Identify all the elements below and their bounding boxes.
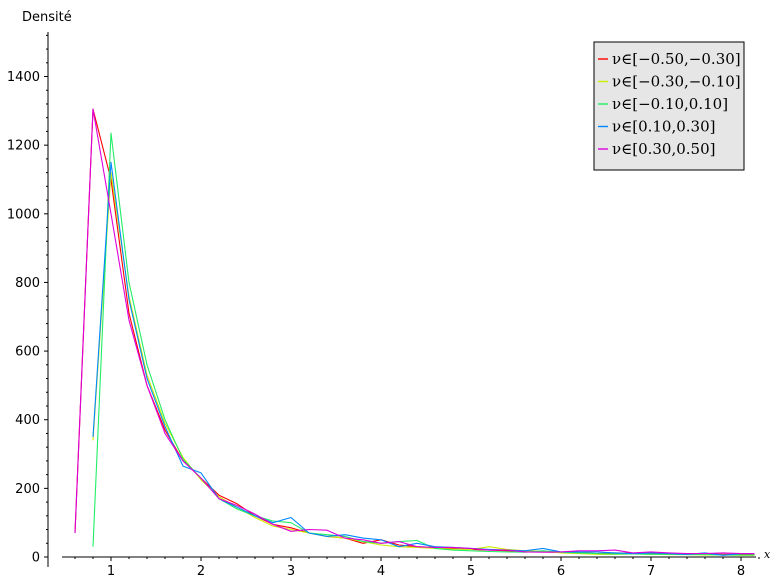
series-line-1 (74, 108, 755, 555)
series-line-3 (92, 132, 755, 556)
y-tick-label: 0 (32, 551, 40, 566)
legend-label: ν∈[−0.50,−0.30] (612, 50, 741, 68)
y-axis-title: Densité (22, 10, 72, 25)
x-tick-label: 2 (197, 564, 205, 579)
legend-box (593, 41, 745, 171)
series-line-5 (74, 108, 755, 555)
x-tick-label: 6 (557, 564, 565, 579)
x-tick-label: 8 (737, 564, 745, 579)
y-tick-label: 600 (15, 345, 40, 360)
y-tick-label: 1200 (7, 139, 40, 154)
y-tick-label: 800 (15, 276, 40, 291)
series-layer (74, 108, 755, 556)
y-tick-label: 400 (15, 413, 40, 428)
x-tick-label: 4 (377, 564, 385, 579)
series-line-4 (92, 161, 755, 556)
x-axis: 1 2 3 4 5 6 7 8 (62, 556, 760, 579)
series-line-2 (92, 172, 755, 556)
x-tick-label: 1 (107, 564, 115, 579)
legend-label: ν∈[0.10,0.30] (612, 118, 716, 136)
x-tick-label: 3 (287, 564, 295, 579)
y-tick-label: 1000 (7, 207, 40, 222)
x-tick-label: 5 (467, 564, 475, 579)
x-tick-label: 7 (647, 564, 655, 579)
legend-label: ν∈[−0.30,−0.10] (612, 73, 741, 91)
y-axis: 0 200 400 600 800 1000 1200 1400 (7, 32, 49, 567)
y-tick-label: 200 (15, 482, 40, 497)
x-axis-title: x (764, 548, 771, 561)
legend: ν∈[−0.50,−0.30] ν∈[−0.30,−0.10] ν∈[−0.10,0… (593, 41, 745, 171)
y-tick-label: 1400 (7, 70, 40, 85)
legend-label: ν∈[0.30,0.50] (612, 140, 716, 158)
legend-label: ν∈[−0.10,0.10] (612, 95, 728, 113)
